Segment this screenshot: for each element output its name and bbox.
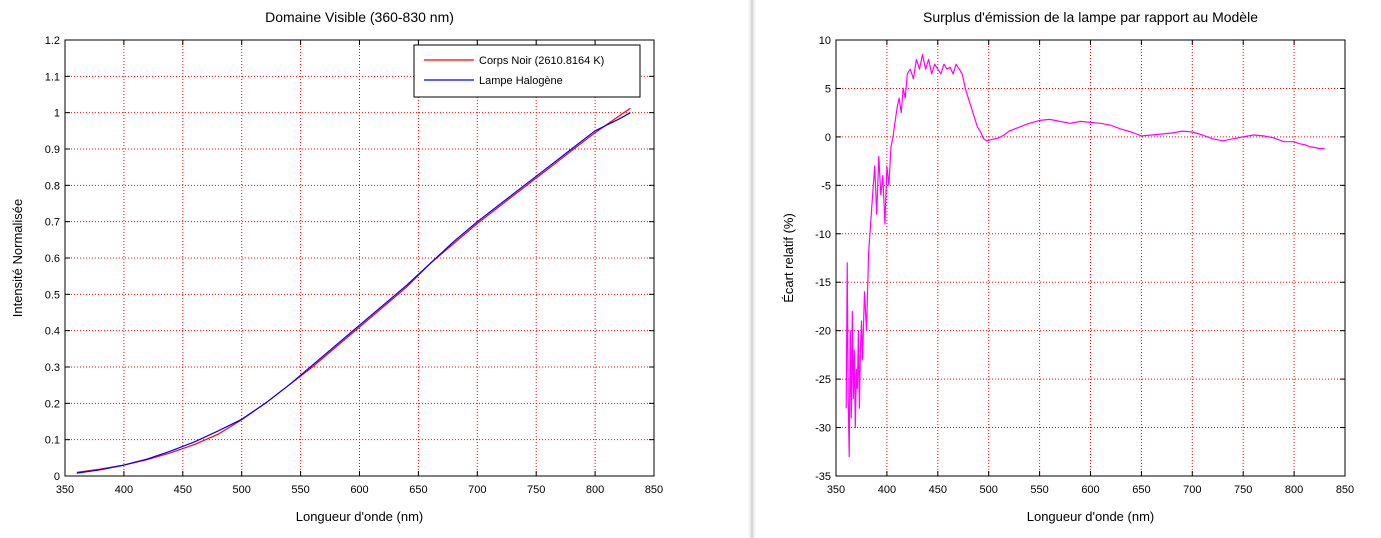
y-tick-label: 1.2 [45,35,60,47]
x-tick-label: 450 [174,484,192,496]
x-tick-label: 600 [350,484,368,496]
panel-divider[interactable] [748,0,756,538]
y-tick-label: 0.7 [45,217,60,229]
legend-box [413,44,641,98]
y-tick-label: 0.2 [45,398,60,410]
x-tick-label: 750 [1234,484,1252,496]
plot-frame [835,39,1346,477]
y-tick-label: 0.3 [45,362,60,374]
x-tick-label: 650 [1132,484,1150,496]
grid-lines [836,40,1345,476]
y-tick-label: 0.9 [45,144,60,156]
y-tick-label: -35 [815,471,831,483]
x-tick-label: 650 [409,484,427,496]
visible-domain-chart: 350 400 450 500 550 600 650 700 750 800 850 0 0.1 0.2… [10,9,663,524]
series-line-2 [76,112,631,474]
x-tick-label: 400 [115,484,133,496]
x-tick-label: 450 [929,484,947,496]
x-tick-label: 600 [1081,484,1099,496]
left-chart-panel: 350 400 450 500 550 600 650 700 750 800 850 0 0.1 0.2… [10,9,663,524]
y-tick-label: -10 [815,229,831,241]
x-tick-label: 800 [586,484,604,496]
legend-label-2: Lampe Halogène [479,75,563,87]
y-tick-label: -15 [815,277,831,289]
y-tick-label: 0.6 [45,253,60,265]
y-axis-label: Intensité Normalisée [10,199,25,318]
y-tick-label: 5 [825,83,831,95]
y-tick-label: 1.1 [45,71,60,83]
legend: Corps Noir (2610.8164 K) Lampe Halogène [413,44,641,98]
x-tick-label: 700 [1183,484,1201,496]
x-tick-label: 500 [980,484,998,496]
series-line-1 [845,53,1325,458]
y-tick-label: 10 [819,35,831,47]
x-tick-label: 800 [1285,484,1303,496]
y-axis-label: Écart relatif (%) [781,213,796,303]
right-chart-panel: 350 400 450 500 550 600 650 700 750 800 850 -35 -30 -… [756,0,1381,538]
y-tick-label: -25 [815,374,831,386]
x-tick-label: 700 [468,484,486,496]
y-tick-label: 0.8 [45,180,60,192]
chart-title: Surplus d'émission de la lampe par rappo… [923,9,1258,25]
x-tick-label: 500 [233,484,251,496]
y-tick-label: -20 [815,326,831,338]
y-tick-label: 0.1 [45,435,60,447]
y-tick-label: 0 [54,471,60,483]
grid-lines [65,40,654,476]
x-tick-label: 550 [1030,484,1048,496]
x-tick-label: 350 [827,484,845,496]
x-tick-label: 850 [1336,484,1354,496]
x-axis-label: Longueur d'onde (nm) [296,509,424,524]
chart-title: Domaine Visible (360-830 nm) [265,9,454,25]
y-tick-label: 0 [825,132,831,144]
x-tick-label: 550 [291,484,309,496]
legend-label-1: Corps Noir (2610.8164 K) [479,55,604,67]
x-axis-label: Longueur d'onde (nm) [1027,509,1155,524]
y-tick-label: 0.5 [45,289,60,301]
y-tick-label: -30 [815,423,831,435]
series-line-1 [76,107,631,473]
x-tick-label: 750 [527,484,545,496]
x-tick-label: 350 [56,484,74,496]
y-tick-label: 1 [54,108,60,120]
emission-surplus-chart: 350 400 450 500 550 600 650 700 750 800 850 -35 -30 -… [781,9,1354,524]
y-tick-label: 0.4 [45,326,60,338]
y-tick-label: -5 [821,180,831,192]
x-tick-label: 400 [878,484,896,496]
x-tick-label: 850 [645,484,663,496]
